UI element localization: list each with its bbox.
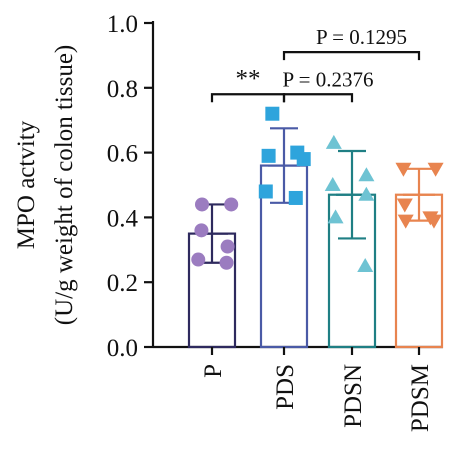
x-tick-label: PDS — [272, 364, 299, 410]
significance-annotations: ** P = 0.2376 P = 0.1295 — [210, 25, 421, 103]
data-point — [288, 190, 303, 205]
significance-label: ** — [236, 65, 261, 92]
significance-bracket — [282, 93, 354, 103]
data-point — [194, 223, 209, 238]
data-point — [327, 209, 344, 224]
bars — [187, 106, 444, 349]
significance-label: P = 0.2376 — [283, 67, 374, 91]
data-point — [296, 152, 311, 167]
data-point — [195, 197, 209, 212]
data-point — [219, 255, 234, 270]
significance-label: P = 0.1295 — [316, 25, 407, 49]
data-point — [258, 184, 273, 199]
data-point — [427, 162, 444, 177]
y-tick-label: 1.0 — [107, 11, 138, 38]
data-point — [224, 197, 239, 212]
data-point — [325, 134, 342, 149]
data-point — [357, 258, 374, 272]
y-axis-label-line2: (U/g weight of colon tissue) — [51, 45, 78, 326]
y-tick-label: 0.6 — [107, 141, 138, 168]
x-ticks: P PDS PDSN PDSM — [200, 347, 434, 432]
y-tick-label: 0.0 — [107, 335, 138, 362]
data-point — [191, 252, 206, 267]
significance-bracket — [210, 93, 286, 103]
data-point — [397, 214, 414, 229]
data-point — [395, 162, 412, 177]
data-point — [324, 177, 341, 191]
y-axis-label-line1: MPO actvity — [13, 120, 40, 249]
y-tick-label: 0.8 — [107, 76, 138, 103]
data-point — [425, 214, 442, 229]
data-point — [396, 198, 413, 213]
data-point — [358, 167, 375, 182]
x-tick-label: PDSN — [340, 364, 367, 428]
x-tick-label: P — [200, 364, 227, 378]
y-tick-label: 0.4 — [107, 205, 139, 232]
data-point — [220, 239, 235, 254]
data-point — [265, 106, 280, 121]
data-point — [358, 186, 375, 201]
y-tick-label: 0.2 — [107, 270, 138, 297]
data-point — [261, 148, 276, 163]
y-ticks: 0.0 0.2 0.4 0.6 0.8 1.0 — [107, 11, 153, 362]
y-axis-label: MPO actvity (U/g weight of colon tissue) — [13, 45, 78, 326]
significance-bracket — [282, 51, 421, 61]
x-tick-label: PDSM — [407, 364, 434, 432]
